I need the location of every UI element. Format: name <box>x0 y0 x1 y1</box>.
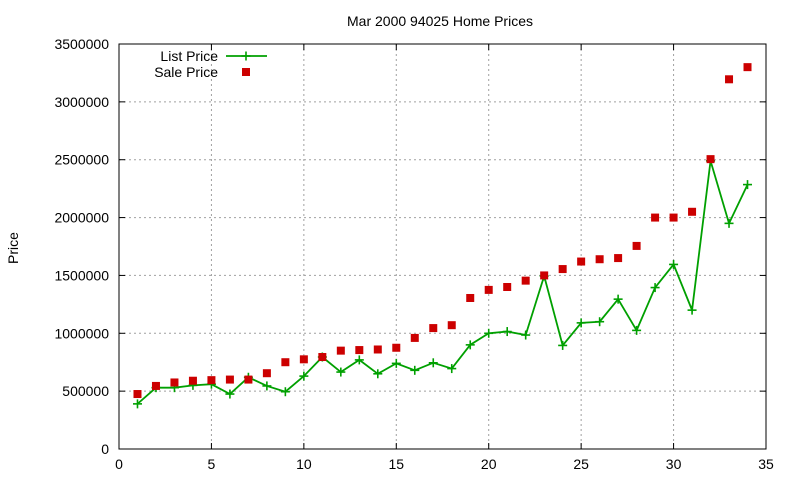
data-point-sale-price <box>355 346 364 355</box>
data-point-sale-price <box>614 254 623 263</box>
data-point-sale-price <box>688 207 697 216</box>
y-tick-label: 2500000 <box>54 152 109 168</box>
x-tick-label: 15 <box>388 456 404 472</box>
data-point-sale-price <box>318 353 327 362</box>
data-point-list-price <box>521 330 531 340</box>
data-point-list-price <box>410 365 420 375</box>
data-point-list-price <box>262 381 272 391</box>
data-point-list-price <box>613 294 623 304</box>
legend-marker <box>242 68 250 76</box>
data-point-sale-price <box>447 321 456 330</box>
data-point-sale-price <box>373 345 382 354</box>
data-point-sale-price <box>651 213 660 222</box>
ticks: 0 5 10 15 20 25 30 35 0 500000 1000000 1500000 20000… <box>54 36 774 472</box>
x-tick-label: 0 <box>115 456 123 472</box>
y-tick-label: 0 <box>101 441 109 457</box>
data-point-sale-price <box>503 283 512 291</box>
data-point-sale-price <box>706 155 715 164</box>
legend-label: Sale Price <box>154 64 218 80</box>
data-point-sale-price <box>392 343 401 352</box>
data-point-list-price <box>595 317 605 327</box>
x-tick-label: 20 <box>481 456 497 472</box>
data-point-list-price <box>558 340 568 350</box>
data-point-sale-price <box>244 375 253 384</box>
data-point-list-price <box>687 305 697 315</box>
y-tick-label: 2000000 <box>54 210 109 226</box>
data-point-list-price <box>225 389 235 399</box>
y-tick-label: 3000000 <box>54 94 109 110</box>
data-point-sale-price <box>410 333 419 342</box>
data-point-sale-price <box>558 265 567 274</box>
data-point-list-price <box>132 399 142 409</box>
data-point-sale-price <box>133 390 142 399</box>
data-point-sale-price <box>336 346 345 355</box>
data-point-sale-price <box>725 75 734 84</box>
data-point-list-price <box>391 358 401 368</box>
data-point-sale-price <box>262 369 271 378</box>
data-point-sale-price <box>484 285 493 294</box>
data-point-sale-price <box>595 255 604 264</box>
data-point-sale-price <box>743 63 752 72</box>
data-point-list-price <box>502 327 512 337</box>
x-tick-label: 30 <box>666 456 682 472</box>
data-point-list-price <box>632 325 642 335</box>
data-point-list-price <box>465 340 475 350</box>
y-tick-label: 3500000 <box>54 36 109 52</box>
data-point-list-price <box>299 371 309 381</box>
series-list-price <box>132 156 753 409</box>
data-point-list-price <box>447 364 457 374</box>
data-point-list-price <box>280 387 290 397</box>
series-line <box>136 160 749 405</box>
data-point-sale-price <box>540 271 549 280</box>
axes <box>118 43 767 450</box>
data-point-list-price <box>650 283 660 293</box>
data-point-sale-price <box>188 376 197 385</box>
data-point-list-price <box>724 218 734 228</box>
chart-title: Mar 2000 94025 Home Prices <box>347 13 533 29</box>
y-tick-label: 500000 <box>62 383 109 399</box>
data-point-sale-price <box>170 378 179 387</box>
data-point-sale-price <box>669 213 678 222</box>
x-tick-label: 25 <box>573 456 589 472</box>
series-sale-price <box>133 63 752 399</box>
data-point-list-price <box>669 259 679 269</box>
y-axis-label: Price <box>5 232 21 264</box>
data-point-list-price <box>336 367 346 377</box>
data-point-sale-price <box>299 355 308 364</box>
data-point-list-price <box>576 318 586 328</box>
data-point-list-price <box>484 328 494 338</box>
grid <box>119 44 766 449</box>
x-tick-label: 10 <box>296 456 312 472</box>
data-point-sale-price <box>429 324 438 333</box>
data-point-sale-price <box>466 293 475 302</box>
legend-label: List Price <box>160 48 218 64</box>
y-tick-label: 1500000 <box>54 267 109 283</box>
plot-border <box>118 43 767 450</box>
data-point-sale-price <box>521 276 530 285</box>
data-point-sale-price <box>151 381 160 390</box>
data-point-list-price <box>354 355 364 365</box>
data-point-list-price <box>743 180 753 190</box>
data-point-sale-price <box>632 241 641 250</box>
data-point-sale-price <box>577 257 586 266</box>
series-layer <box>132 63 753 409</box>
data-point-list-price <box>428 358 438 368</box>
y-tick-label: 1000000 <box>54 325 109 341</box>
legend-marker <box>241 51 251 61</box>
x-tick-label: 35 <box>758 456 774 472</box>
data-point-sale-price <box>281 358 290 367</box>
x-tick-label: 5 <box>208 456 216 472</box>
data-point-sale-price <box>225 375 234 384</box>
data-point-list-price <box>373 369 383 379</box>
data-point-sale-price <box>207 376 216 385</box>
